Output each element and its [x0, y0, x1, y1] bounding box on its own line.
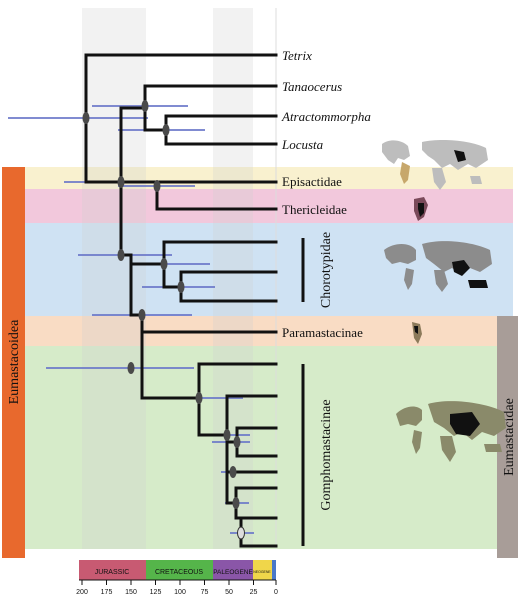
period-recent — [272, 560, 276, 580]
time-band-1 — [82, 8, 146, 549]
tick-25: 25 — [250, 589, 258, 596]
clade-eumastacidae: Eumastacidae — [502, 398, 517, 476]
tick-175: 175 — [101, 589, 113, 596]
map-gomphomastacinae — [396, 401, 506, 462]
clade-chorotypidae: Chorotypidae — [319, 232, 334, 308]
taxon-paramastacinae: Paramastacinae — [282, 325, 363, 340]
time-band-2 — [213, 8, 253, 549]
clade-eumastacoidea: Eumastacoidea — [7, 319, 22, 405]
tick-0: 0 — [274, 589, 278, 596]
period-paleogene-label: PALEOGENE — [213, 569, 253, 576]
map-chorotypidae — [384, 241, 492, 292]
period-neogene — [253, 560, 272, 580]
clade-gomphomastacinae: Gomphomastacinae — [319, 399, 334, 510]
taxon-thericleidae: Thericleidae — [282, 202, 347, 217]
taxon-tetrix: Tetrix — [282, 48, 312, 63]
taxon-locusta: Locusta — [281, 137, 324, 152]
band-thericleidae — [25, 189, 513, 223]
period-jurassic — [79, 560, 146, 580]
tick-125: 125 — [150, 589, 162, 596]
map-outgroup — [382, 140, 488, 190]
period-cretaceous — [146, 560, 213, 580]
map-thericleidae — [414, 197, 428, 221]
tick-200: 200 — [76, 589, 88, 596]
period-paleogene — [213, 560, 253, 580]
timescale: JURASSIC CRETACEOUS PALEOGENE NEOGENE 20… — [76, 560, 278, 596]
tick-75: 75 — [201, 589, 209, 596]
tick-150: 150 — [125, 589, 137, 596]
tick-100: 100 — [174, 589, 186, 596]
eumastacidae-bar — [497, 316, 518, 558]
period-jurassic-label: JURASSIC — [95, 569, 130, 576]
map-paramastacinae — [412, 322, 422, 344]
taxon-atractomorpha: Atractommorpha — [281, 109, 371, 124]
period-neogene-label: NEOGENE — [253, 570, 271, 574]
period-cretaceous-label: CRETACEOUS — [155, 569, 203, 576]
eumastacoidea-bar — [2, 167, 25, 558]
taxon-episactidae: Episactidae — [282, 174, 342, 189]
taxon-tanaocerus: Tanaocerus — [282, 79, 342, 94]
nodes — [82, 100, 245, 540]
tick-50: 50 — [225, 589, 233, 596]
